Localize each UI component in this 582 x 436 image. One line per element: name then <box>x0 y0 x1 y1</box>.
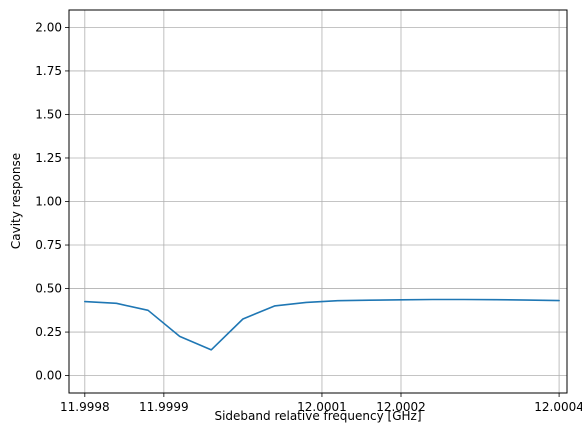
y-tick-label: 1.00 <box>35 195 62 209</box>
y-tick-label: 0.75 <box>35 238 62 252</box>
y-axis: 0.00 0.25 0.50 0.75 1.00 1.25 1.50 1.75 2.00 <box>35 20 69 383</box>
x-tick-label: 12.0001 <box>297 400 347 414</box>
y-tick-label: 0.50 <box>35 282 62 296</box>
y-axis-label: Cavity response <box>9 153 23 249</box>
y-tick-label: 0.00 <box>35 369 62 383</box>
grid <box>69 10 567 393</box>
x-axis: 11.9998 11.9999 12.0001 12.0002 12.0004 <box>60 393 582 414</box>
x-tick-label: 12.0004 <box>534 400 582 414</box>
y-tick-label: 1.50 <box>35 107 62 121</box>
y-tick-label: 2.00 <box>35 20 62 34</box>
series-layer <box>84 298 560 351</box>
y-tick-label: 0.25 <box>35 325 62 339</box>
x-tick-label: 11.9998 <box>60 400 110 414</box>
y-tick-label: 1.75 <box>35 64 62 78</box>
x-axis-label: Sideband relative frequency [GHz] <box>214 409 421 423</box>
series-line-0 <box>84 298 560 351</box>
x-tick-label: 11.9999 <box>139 400 189 414</box>
y-tick-label: 1.25 <box>35 151 62 165</box>
x-tick-label: 12.0002 <box>376 400 426 414</box>
